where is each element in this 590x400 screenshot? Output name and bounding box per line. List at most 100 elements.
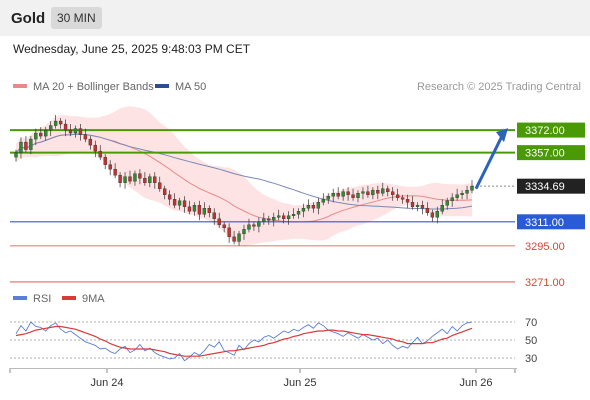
candle	[207, 205, 211, 218]
candle	[98, 145, 102, 161]
candle	[435, 206, 439, 224]
candle	[123, 172, 127, 189]
candle	[252, 221, 256, 231]
candle	[167, 190, 172, 206]
candle	[316, 197, 321, 215]
candle	[351, 188, 355, 201]
chart-datetime: Wednesday, June 25, 2025 9:48:03 PM CET	[13, 42, 251, 56]
candles	[14, 115, 474, 246]
rsi-tick-label: 30	[525, 353, 537, 365]
candle	[44, 127, 48, 141]
ma50-line	[15, 133, 473, 210]
candle	[88, 136, 93, 150]
candle	[281, 212, 286, 224]
candle	[326, 193, 330, 204]
forecast-arrow-shaft	[474, 135, 504, 190]
candle	[128, 170, 132, 185]
candle	[465, 185, 469, 200]
candle	[371, 187, 375, 200]
candle	[440, 199, 444, 215]
level-tag-3311.00: 3311.00	[525, 217, 564, 229]
candle	[138, 169, 142, 185]
candle	[39, 127, 43, 140]
level-tag-3334.69: 3334.69	[525, 181, 565, 193]
level-tag-bg-3311.00	[517, 214, 585, 230]
rsi-tick-label: 70	[525, 317, 537, 329]
candle	[430, 209, 435, 222]
candle	[172, 193, 177, 209]
candle	[386, 185, 390, 197]
candle	[361, 187, 365, 200]
candle	[272, 212, 276, 227]
level-tag-bg-3357.00	[517, 145, 585, 161]
candle	[450, 193, 454, 207]
candle	[356, 190, 360, 203]
candle	[455, 188, 459, 201]
candle	[58, 118, 63, 129]
forecast-arrow	[474, 128, 508, 190]
candle	[460, 190, 464, 200]
x-tick-label: Jun 25	[283, 377, 316, 389]
candle	[366, 185, 370, 198]
rsi-tick-label: 50	[525, 335, 537, 347]
candle	[232, 230, 236, 245]
candle	[197, 200, 202, 221]
candle	[311, 202, 316, 213]
candle	[306, 199, 311, 212]
candle	[187, 200, 192, 215]
candle	[321, 193, 325, 206]
bollinger-fill	[16, 106, 472, 246]
candle	[237, 230, 241, 246]
rsi-ma-line	[15, 325, 473, 357]
candle	[108, 160, 112, 176]
candle	[296, 208, 301, 219]
x-axis: Jun 24 Jun 25 Jun 26	[9, 368, 516, 389]
level-tag-3271.00: 3271.00	[525, 277, 565, 289]
candle	[202, 202, 207, 218]
candle	[103, 154, 107, 170]
candle	[217, 212, 221, 228]
candle	[158, 176, 162, 192]
candle	[277, 209, 281, 221]
candle	[425, 202, 430, 216]
bollinger-legend-swatch	[13, 84, 27, 88]
candle	[148, 173, 152, 188]
rsi-line	[15, 321, 473, 362]
candle	[83, 128, 88, 143]
candle	[118, 172, 122, 188]
candle	[227, 223, 231, 243]
rsi-ma-legend-label: 9MA	[82, 293, 105, 305]
candle	[415, 202, 420, 212]
candle	[267, 215, 271, 225]
candle	[405, 194, 410, 209]
level-tag-bg-3334.69	[517, 178, 585, 194]
x-tick-label: Jun 24	[90, 377, 123, 389]
candle	[247, 218, 251, 233]
candle	[376, 185, 380, 200]
rsi-gridlines: 70 50 30	[10, 317, 537, 365]
candle	[73, 125, 78, 138]
candle	[53, 115, 58, 129]
candle	[153, 172, 157, 189]
candle	[331, 188, 335, 203]
candle	[14, 149, 18, 162]
copyright-text: Research © 2025 Trading Central	[417, 81, 581, 93]
ma50-legend-swatch	[155, 84, 169, 88]
candle	[34, 128, 38, 146]
timeframe-button[interactable]: 30 MIN	[51, 7, 102, 29]
candle	[212, 208, 216, 225]
candle	[133, 170, 137, 186]
bollinger-bands	[16, 106, 472, 246]
level-tag-3357.00: 3357.00	[525, 148, 565, 160]
candle	[410, 196, 415, 210]
candle	[420, 200, 425, 215]
candle	[242, 224, 246, 240]
candle	[470, 180, 474, 194]
rsi-legend: RSI 9MA	[13, 293, 105, 305]
candle	[49, 121, 53, 137]
candle	[143, 172, 147, 186]
forecast-arrow-head	[496, 128, 508, 143]
candle	[341, 188, 345, 201]
x-tick-label: Jun 26	[459, 377, 492, 389]
candle	[346, 187, 350, 201]
